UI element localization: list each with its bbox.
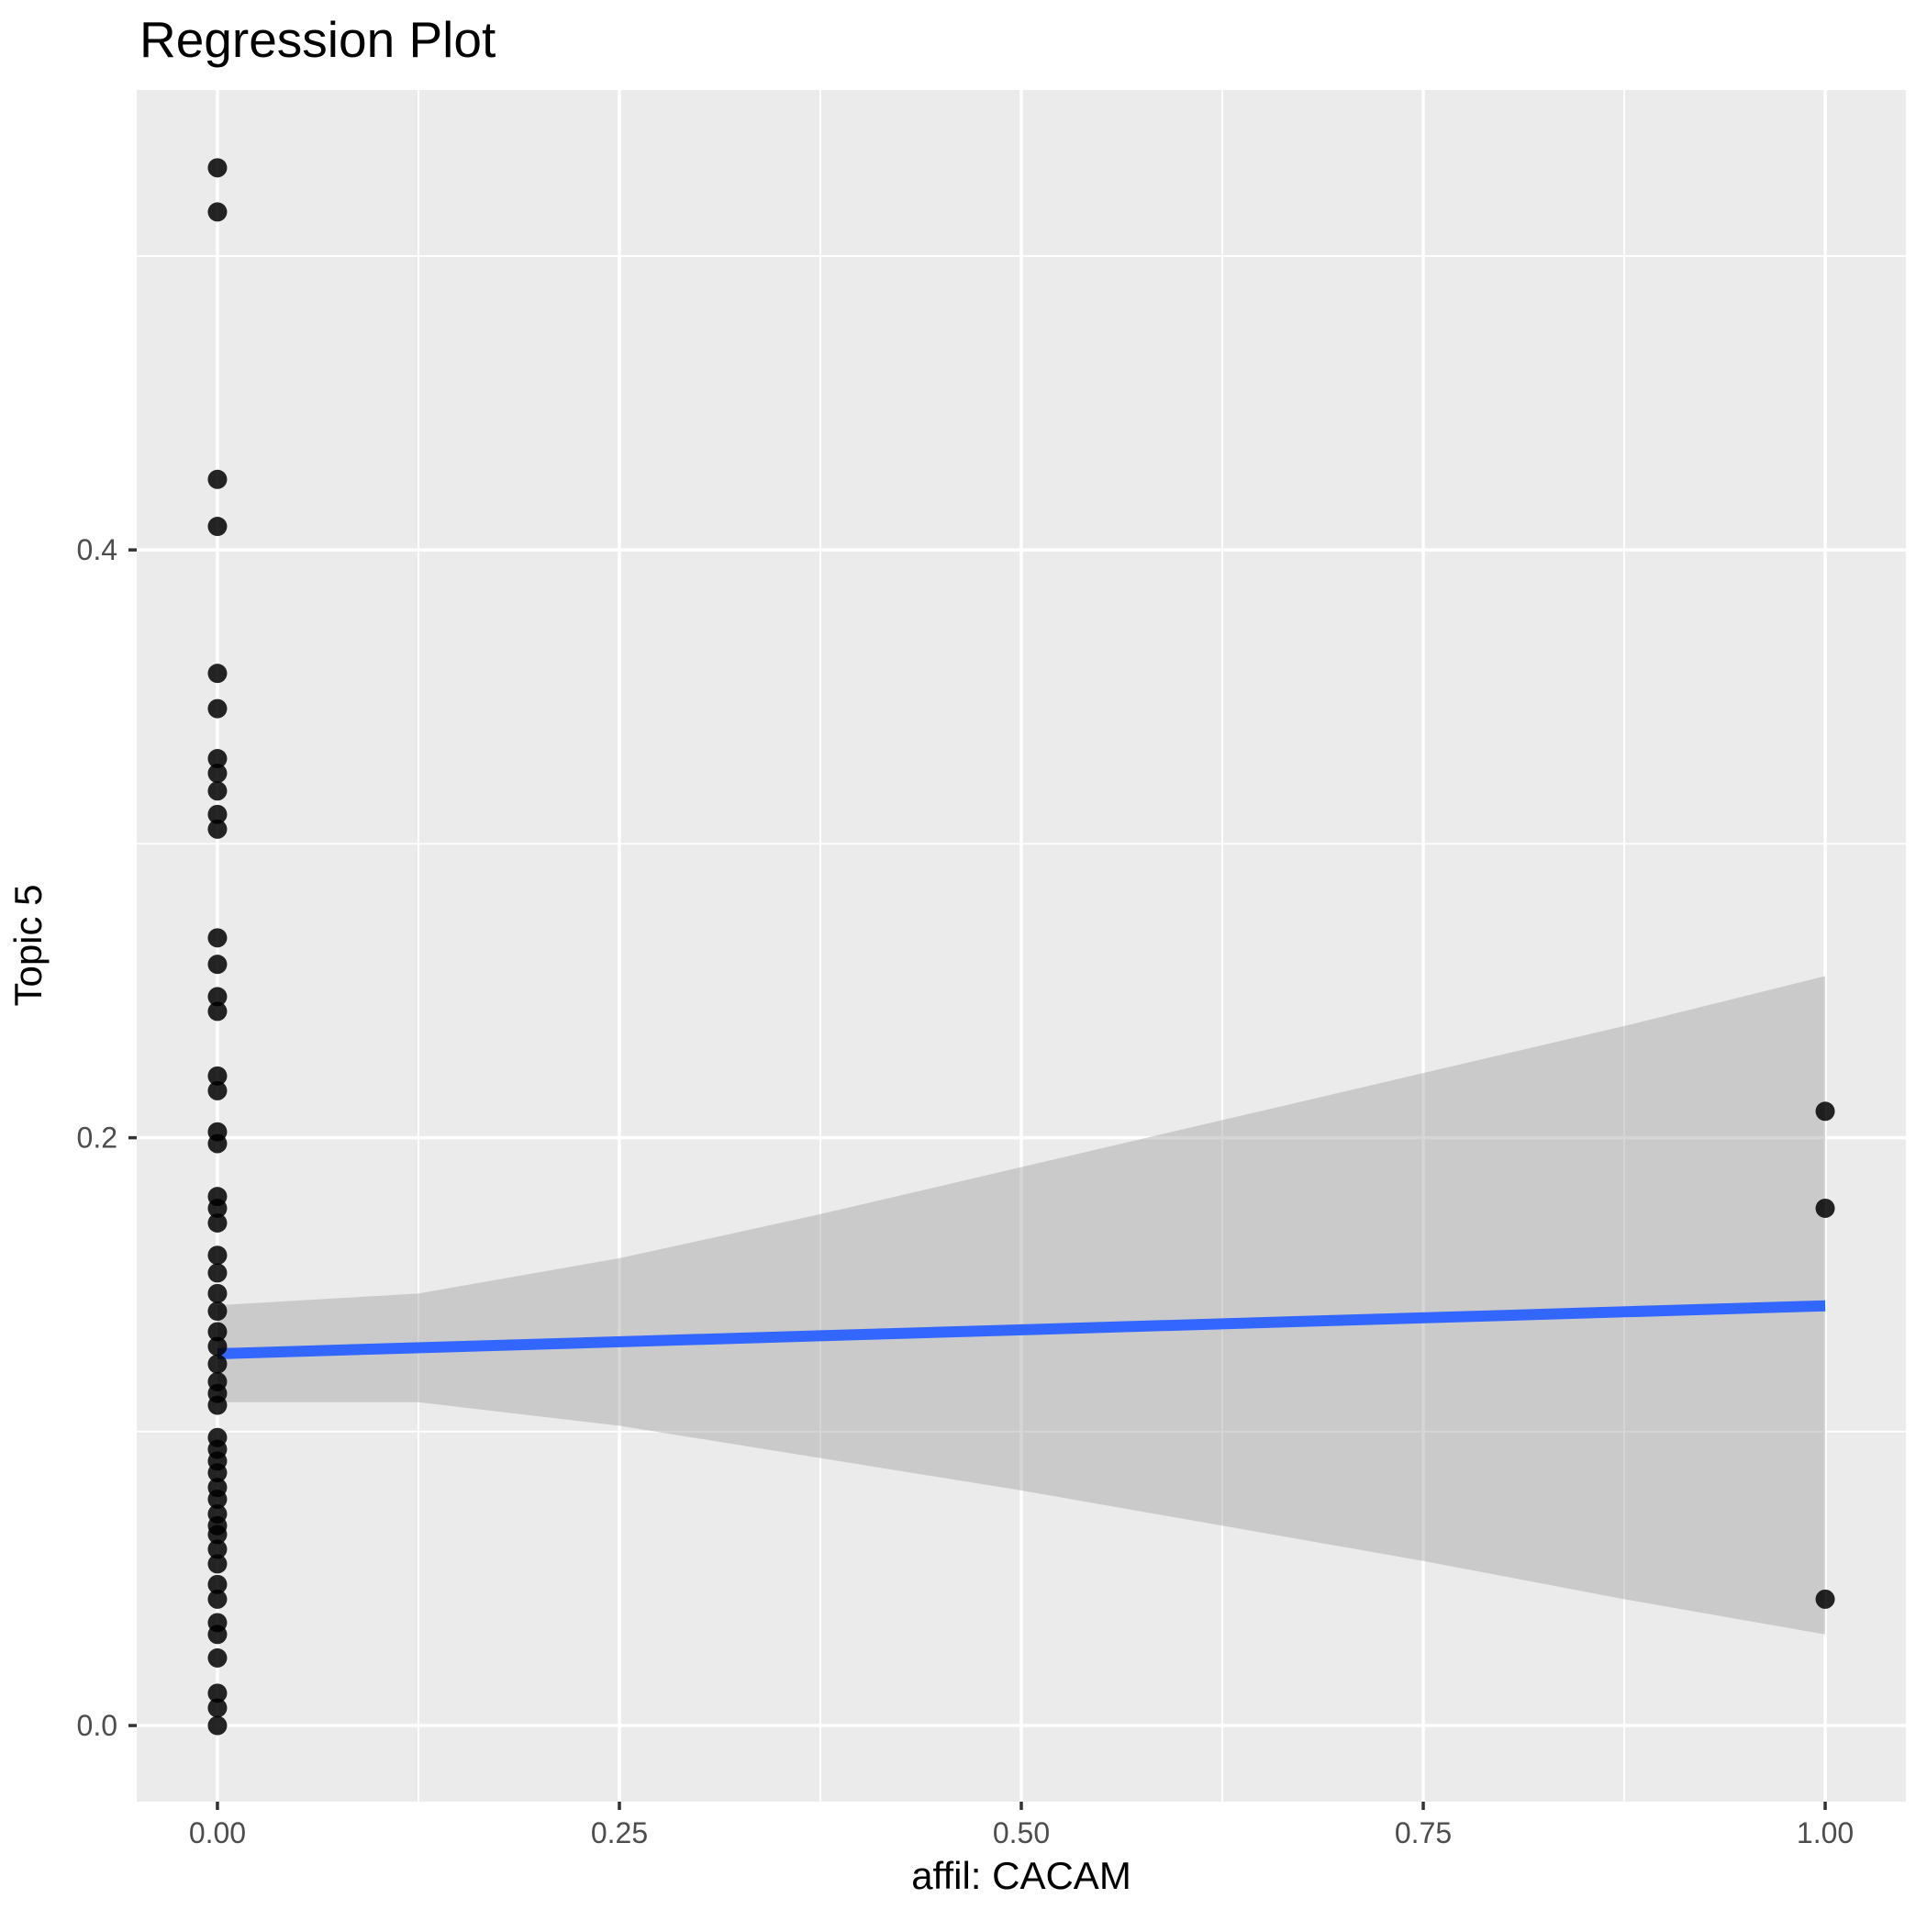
data-point	[207, 987, 228, 1007]
data-point	[207, 804, 228, 824]
data-point	[207, 664, 228, 684]
data-point	[207, 1212, 228, 1233]
x-tick-label: 1.00	[1797, 1816, 1854, 1849]
plot-title: Regression Plot	[139, 11, 496, 68]
data-point	[207, 781, 228, 801]
data-point	[207, 1322, 228, 1342]
y-axis-title: Topic 5	[6, 884, 50, 1006]
data-point	[207, 1066, 228, 1086]
data-point	[207, 1283, 228, 1303]
data-point	[207, 1245, 228, 1266]
x-tick-label: 0.00	[189, 1816, 246, 1849]
data-point	[207, 749, 228, 769]
x-axis-title: affil: CACAM	[911, 1854, 1131, 1897]
data-point	[1815, 1101, 1835, 1122]
data-point	[1815, 1198, 1835, 1218]
data-point	[207, 1354, 228, 1374]
data-point	[207, 1198, 228, 1218]
data-point	[207, 1489, 228, 1509]
y-tick-label: 0.4	[77, 533, 117, 566]
x-tick-label: 0.25	[591, 1816, 648, 1849]
data-point	[1815, 1589, 1835, 1609]
data-point	[207, 1080, 228, 1100]
data-point	[207, 1647, 228, 1668]
data-point	[207, 1263, 228, 1283]
data-point	[207, 1683, 228, 1703]
data-point	[207, 819, 228, 839]
data-point	[207, 698, 228, 719]
x-tick-label: 0.50	[993, 1816, 1050, 1849]
data-point	[207, 1715, 228, 1736]
x-tick-label: 0.75	[1395, 1816, 1452, 1849]
data-point	[207, 928, 228, 948]
data-point	[207, 1625, 228, 1645]
data-point	[207, 1589, 228, 1609]
data-point	[207, 764, 228, 784]
data-point	[207, 1463, 228, 1483]
data-point	[207, 1539, 228, 1559]
data-point	[207, 158, 228, 178]
confidence-band	[217, 976, 1826, 1635]
y-tick-label: 0.2	[77, 1122, 117, 1155]
data-point	[207, 469, 228, 489]
data-point	[207, 1336, 228, 1357]
data-point	[207, 1001, 228, 1022]
data-point	[207, 1301, 228, 1322]
data-point	[207, 1395, 228, 1415]
data-point	[207, 1574, 228, 1594]
data-point	[207, 517, 228, 537]
regression-line	[217, 1300, 1826, 1359]
data-point	[207, 202, 228, 222]
data-point	[207, 1554, 228, 1574]
y-tick-label: 0.0	[77, 1709, 117, 1742]
data-point	[207, 1134, 228, 1154]
data-point	[207, 955, 228, 975]
data-point	[207, 1698, 228, 1718]
data-point	[207, 1524, 228, 1545]
